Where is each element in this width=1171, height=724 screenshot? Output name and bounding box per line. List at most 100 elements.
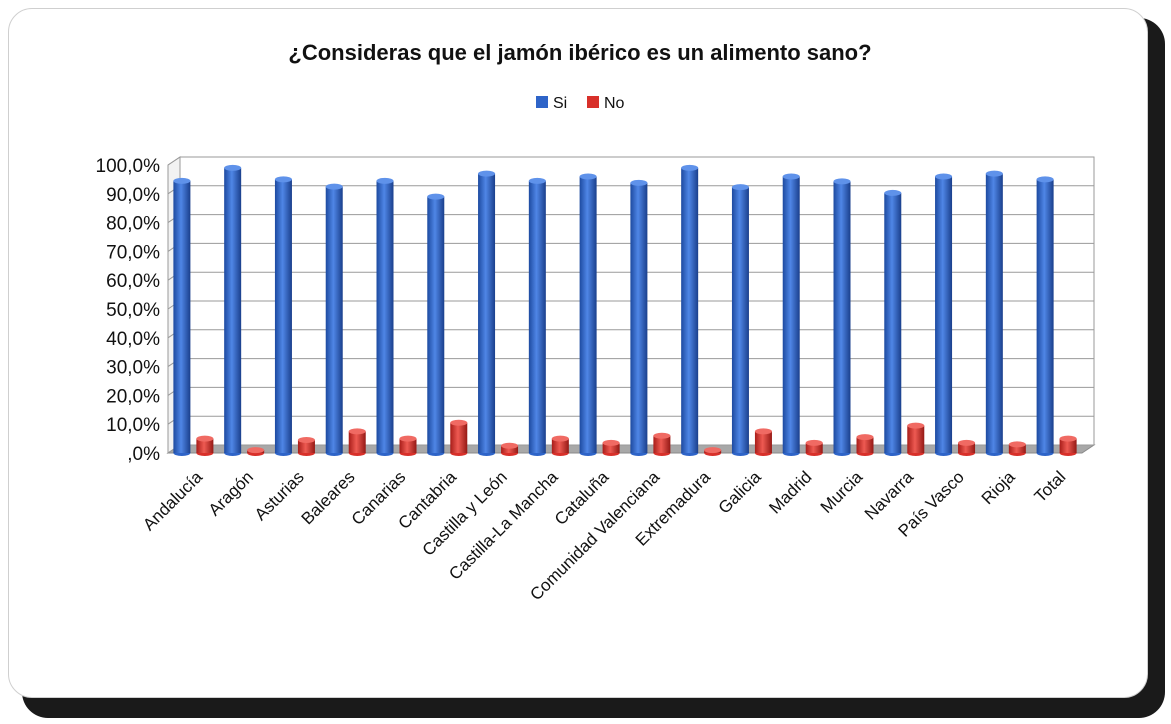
bar-top (884, 189, 902, 196)
bar-body (782, 176, 800, 453)
bar-top (478, 170, 496, 177)
y-tick-label: 30,0% (106, 358, 160, 379)
bar-body (884, 192, 902, 453)
bar-body (399, 438, 417, 453)
bar-top (653, 432, 671, 439)
bar-body (427, 196, 445, 453)
bar-top (247, 447, 265, 454)
bar-top (297, 437, 315, 444)
bar-top (985, 170, 1003, 177)
bar-si (935, 173, 953, 456)
bar-top (731, 184, 749, 191)
bar-body (754, 431, 772, 453)
y-tick-label: 40,0% (106, 329, 160, 350)
bar-no (1008, 441, 1026, 456)
bar-si (731, 184, 749, 456)
bar-si (376, 177, 394, 456)
bar-top (427, 193, 445, 200)
bar-body (325, 186, 343, 453)
bar-top (399, 435, 417, 442)
bar-si (782, 173, 800, 456)
bar-body (907, 425, 925, 453)
y-tick-label: 10,0% (106, 415, 160, 436)
x-tick-label: Baleares (298, 467, 359, 528)
legend-swatch-si (536, 96, 548, 108)
y-tick-label: 70,0% (106, 242, 160, 263)
bar-no (805, 439, 823, 456)
bar-no (348, 428, 366, 456)
bar-top (376, 177, 394, 184)
bar-body (196, 438, 214, 453)
bar-body (602, 442, 620, 453)
bar-top (325, 183, 343, 190)
gridline-side (167, 156, 181, 166)
bar-body (579, 176, 597, 453)
bar-body (173, 180, 191, 453)
bar-body (376, 180, 394, 453)
bar-top (704, 447, 722, 454)
bar-si (325, 183, 343, 456)
bar-top (782, 173, 800, 180)
bar-no (704, 447, 722, 456)
bars (173, 164, 1077, 456)
bar-no (907, 422, 925, 456)
bar-body (1008, 444, 1026, 453)
bar-top (833, 178, 851, 185)
bar-si (478, 170, 496, 456)
bar-no (297, 437, 315, 456)
bar-top (958, 439, 976, 446)
bar-top (681, 164, 699, 171)
bar-top (528, 177, 546, 184)
y-tick-label: 20,0% (106, 386, 160, 407)
x-tick-label: Andalucía (139, 467, 206, 534)
y-tick-label: 90,0% (106, 185, 160, 206)
x-tick-label: Murcia (817, 467, 867, 517)
chart-title: ¿Consideras que el jamón ibérico es un a… (288, 40, 871, 65)
bar-top (501, 442, 519, 449)
bar-no (754, 428, 772, 456)
bar-top (1036, 176, 1054, 183)
bar-si (427, 193, 445, 456)
bar-body (1036, 179, 1054, 453)
x-tick-label: Rioja (978, 467, 1019, 508)
bar-body (653, 435, 671, 453)
y-tick-label: 80,0% (106, 214, 160, 235)
bar-si (833, 178, 851, 456)
bar-si (274, 176, 292, 456)
y-tick-label: 100,0% (96, 156, 161, 177)
bar-top (935, 173, 953, 180)
bar-body (805, 442, 823, 453)
bar-body (1059, 438, 1077, 453)
bar-body (528, 180, 546, 453)
bar-top (196, 435, 214, 442)
bar-body (958, 442, 976, 453)
bar-si (985, 170, 1003, 456)
bar-no (602, 439, 620, 456)
bar-no (1059, 435, 1077, 456)
bar-si (884, 189, 902, 456)
bar-no (399, 435, 417, 456)
bar-si (224, 164, 242, 456)
x-axis: AndalucíaAragónAsturiasBalearesCanariasC… (139, 467, 1069, 604)
y-tick-label: 50,0% (106, 300, 160, 321)
bar-no (450, 419, 468, 456)
bar-body (501, 445, 519, 453)
bar-body (731, 187, 749, 453)
bar-top (551, 435, 569, 442)
bar-si (681, 164, 699, 456)
bar-no (856, 434, 874, 456)
legend-label-si: Si (553, 95, 567, 112)
legend-swatch-no (587, 96, 599, 108)
bar-top (173, 177, 191, 184)
bar-no (653, 432, 671, 456)
bar-top (348, 428, 366, 435)
x-tick-label: Total (1031, 467, 1070, 506)
bar-top (450, 419, 468, 426)
bar-body (348, 431, 366, 453)
x-tick-label: Aragón (205, 467, 257, 519)
bar-body (681, 167, 699, 453)
bar-no (551, 435, 569, 456)
bar-no (501, 442, 519, 456)
bar-si (1036, 176, 1054, 456)
